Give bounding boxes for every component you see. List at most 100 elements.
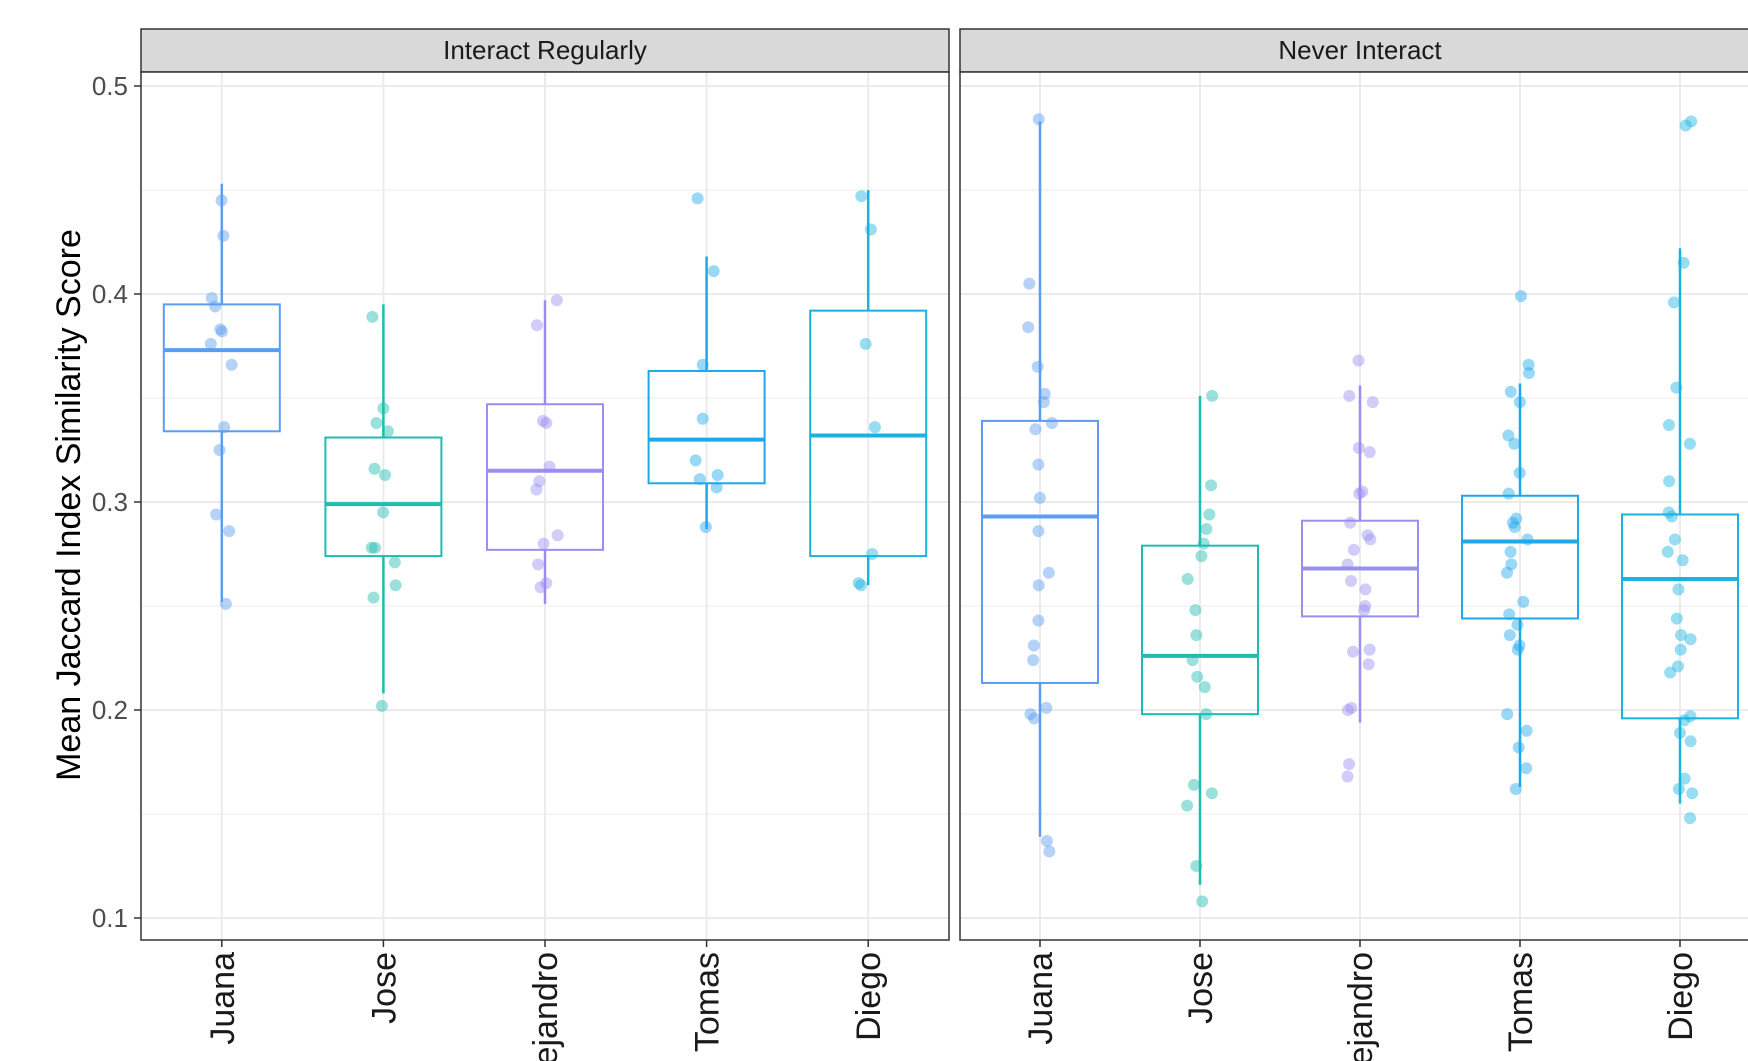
data-point [1345,701,1358,714]
strip-label: Never Interact [1278,35,1442,65]
data-point [1032,579,1045,592]
data-point [1045,416,1058,429]
data-point [1684,812,1697,825]
data-point [1363,643,1376,656]
data-point [1509,783,1522,796]
panel-border [140,71,950,941]
data-point [1345,575,1358,588]
data-point [1684,633,1697,646]
data-point [1678,772,1691,785]
box-diego [1621,115,1739,825]
data-point [1358,604,1371,617]
data-point [868,421,881,434]
panel-border [959,71,1748,941]
data-point [696,358,709,371]
data-point [1678,714,1691,727]
data-point [1503,629,1516,642]
data-point [378,468,391,481]
data-point [377,402,390,415]
data-point [1511,618,1524,631]
data-point [1187,778,1200,791]
data-point [540,577,553,590]
data-point [1040,701,1053,714]
data-point [1359,583,1372,596]
data-point [1670,612,1683,625]
x-tick-label: Alejandro [527,952,565,1061]
box-jose [324,304,443,712]
data-point [1505,558,1518,571]
data-point [388,556,401,569]
data-point [1679,119,1692,132]
data-point [204,337,217,350]
data-point [1508,437,1521,450]
data-point [1200,523,1213,536]
data-point [218,421,231,434]
data-point [1517,595,1530,608]
data-point [368,541,381,554]
data-point [1522,358,1535,371]
data-point [1362,658,1375,671]
data-point [1364,533,1377,546]
data-point [532,558,545,571]
data-point [711,468,724,481]
box-alejandro [486,294,604,604]
data-point [1352,441,1365,454]
data-point [1181,799,1194,812]
data-point [1671,660,1684,673]
data-point [540,416,553,429]
data-point [1205,479,1218,492]
strip-label: Interact Regularly [443,35,647,65]
data-point [1205,787,1218,800]
data-point [1520,762,1533,775]
box-tomas [647,192,766,533]
strip-background [959,28,1748,73]
x-tick-label: Alejandro [1342,952,1380,1061]
data-point [1672,583,1685,596]
data-point [1191,670,1204,683]
data-point [1673,726,1686,739]
x-tick-label: Tomas [689,952,727,1052]
data-point [1189,604,1202,617]
panel: Never Interact Juana Jose Alejandro Tomas Die… [959,28,1748,1061]
data-point [1501,566,1514,579]
data-point [1353,487,1366,500]
data-point [1359,600,1372,612]
data-point [366,310,379,323]
data-point [855,579,868,592]
data-point [1683,437,1696,450]
data-point [215,194,228,207]
data-point [1037,396,1050,409]
data-point [859,337,872,350]
box-body [809,309,928,558]
data-point [1672,783,1685,796]
data-point [1027,654,1040,667]
data-point [1668,533,1681,546]
y-tick-label: 0.2 [92,695,128,725]
data-point [1190,629,1203,642]
data-point [1028,712,1041,725]
data-point [1032,614,1045,627]
y-tick-label: 0.4 [92,279,128,309]
data-point [1341,770,1354,783]
data-point [536,414,549,427]
x-tick-label: Diego [850,952,888,1041]
data-point [1661,545,1674,558]
data-point [1686,787,1699,800]
box-body [647,369,766,485]
y-tick-label: 0.5 [92,71,128,101]
data-point [1032,458,1045,471]
data-point [537,537,550,550]
data-point [543,460,556,473]
data-point [1043,845,1056,858]
y-tick-label: 0.1 [92,903,128,933]
data-point [1513,396,1526,409]
data-point [1676,554,1689,567]
data-point [1504,385,1517,398]
x-tick-label: Tomas [1502,952,1540,1052]
data-point [1363,446,1376,459]
data-point [1663,419,1676,432]
data-point [209,300,222,313]
box-alejandro [1301,354,1419,783]
data-point [1181,572,1194,585]
